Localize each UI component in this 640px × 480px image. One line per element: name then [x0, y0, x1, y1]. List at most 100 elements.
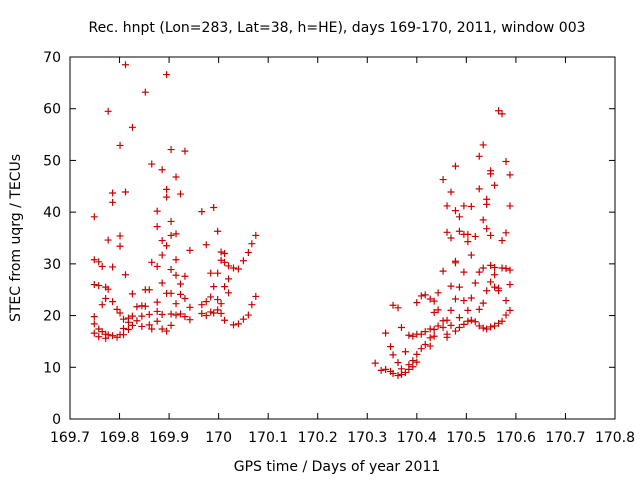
data-point-plus — [502, 265, 510, 273]
data-point-plus — [495, 107, 503, 115]
data-point-plus — [401, 368, 409, 376]
data-point-plus — [475, 305, 483, 313]
data-point-plus — [451, 327, 459, 335]
y-tick-label: 0 — [52, 412, 61, 428]
data-point-plus — [153, 262, 161, 270]
data-point-plus — [479, 299, 487, 307]
y-axis-title: STEC from uqrg / TECUs — [8, 154, 24, 322]
data-point-plus — [163, 193, 171, 201]
data-point-plus — [202, 241, 210, 249]
data-point-plus — [176, 280, 184, 288]
chart-title: Rec. hnpt (Lon=283, Lat=38, h=HE), days … — [88, 20, 585, 36]
data-point-plus — [202, 312, 210, 320]
data-point-plus — [460, 202, 468, 210]
data-point-plus — [120, 331, 128, 339]
data-point-plus — [176, 290, 184, 298]
data-point-plus — [214, 227, 222, 235]
data-point-plus — [207, 308, 215, 316]
data-point-plus — [475, 152, 483, 160]
data-point-plus — [487, 261, 495, 269]
data-point-plus — [487, 278, 495, 286]
data-point-plus — [102, 295, 110, 303]
data-point-plus — [439, 323, 447, 331]
data-point-plus — [447, 282, 455, 290]
data-point-plus — [153, 223, 161, 231]
data-point-plus — [502, 297, 510, 305]
data-point-plus — [210, 203, 218, 211]
data-point-plus — [121, 271, 129, 279]
y-tick-label: 20 — [43, 309, 61, 325]
data-point-plus — [252, 292, 260, 300]
data-point-plus — [487, 323, 495, 331]
data-point-plus — [426, 334, 434, 342]
data-point-plus — [455, 227, 463, 235]
data-point-plus — [230, 321, 237, 329]
data-point-plus — [158, 237, 166, 245]
data-point-plus — [389, 351, 397, 359]
data-point-plus — [202, 298, 210, 306]
data-point-plus — [389, 369, 397, 377]
data-point-plus — [479, 264, 487, 272]
data-point-plus — [167, 321, 175, 329]
data-point-plus — [198, 301, 206, 309]
data-point-plus — [455, 283, 463, 291]
x-tick-label: 170.4 — [397, 430, 437, 446]
data-point-plus — [483, 200, 491, 208]
data-point-plus — [389, 301, 397, 309]
data-point-plus — [186, 246, 194, 254]
data-point-plus — [186, 303, 194, 311]
data-point-plus — [413, 299, 421, 307]
data-point-plus — [498, 237, 506, 245]
data-point-plus — [225, 289, 233, 297]
data-point-plus — [121, 61, 129, 69]
data-point-plus — [141, 302, 149, 310]
data-point-plus — [98, 301, 106, 309]
data-point-plus — [405, 365, 413, 373]
data-point-plus — [491, 283, 499, 291]
data-point-plus — [167, 289, 175, 297]
data-point-plus — [426, 295, 434, 303]
x-tick-label: 169.9 — [149, 430, 189, 446]
data-point-plus — [133, 317, 141, 325]
data-point-plus — [217, 248, 225, 256]
data-point-plus — [430, 308, 438, 316]
data-point-plus — [475, 322, 483, 330]
data-point-plus — [181, 147, 189, 155]
data-point-plus — [116, 232, 124, 240]
data-point-plus — [121, 188, 129, 196]
data-point-plus — [447, 188, 455, 196]
data-point-plus — [214, 296, 222, 304]
data-point-plus — [498, 317, 506, 325]
data-point-plus — [109, 298, 117, 306]
data-point-plus — [455, 323, 463, 331]
data-point-plus — [172, 230, 180, 238]
data-point-plus — [447, 234, 455, 242]
data-point-plus — [244, 248, 252, 256]
data-point-plus — [413, 350, 421, 358]
data-point-plus — [138, 322, 146, 330]
data-point-plus — [163, 71, 171, 79]
x-tick-label: 170.5 — [446, 430, 486, 446]
data-point-plus — [163, 185, 171, 193]
data-point-plus — [90, 329, 98, 337]
data-point-plus — [167, 310, 175, 318]
data-point-plus — [98, 262, 106, 270]
data-point-plus — [455, 314, 463, 322]
data-point-plus — [397, 323, 405, 331]
data-point-plus — [186, 316, 194, 324]
x-tick-label: 170.8 — [595, 430, 635, 446]
x-tick-label: 170 — [205, 430, 232, 446]
data-point-plus — [221, 283, 229, 291]
data-point-plus — [455, 213, 463, 221]
x-tick-label: 170.2 — [298, 430, 338, 446]
data-point-plus — [487, 231, 495, 239]
data-point-plus — [153, 317, 161, 325]
data-point-plus — [464, 230, 472, 238]
data-point-plus — [467, 251, 475, 259]
data-point-plus — [172, 311, 180, 319]
data-point-plus — [451, 207, 459, 215]
data-point-plus — [138, 312, 146, 320]
data-point-plus — [434, 322, 442, 330]
data-point-plus — [214, 269, 222, 277]
data-point-plus — [413, 358, 421, 366]
